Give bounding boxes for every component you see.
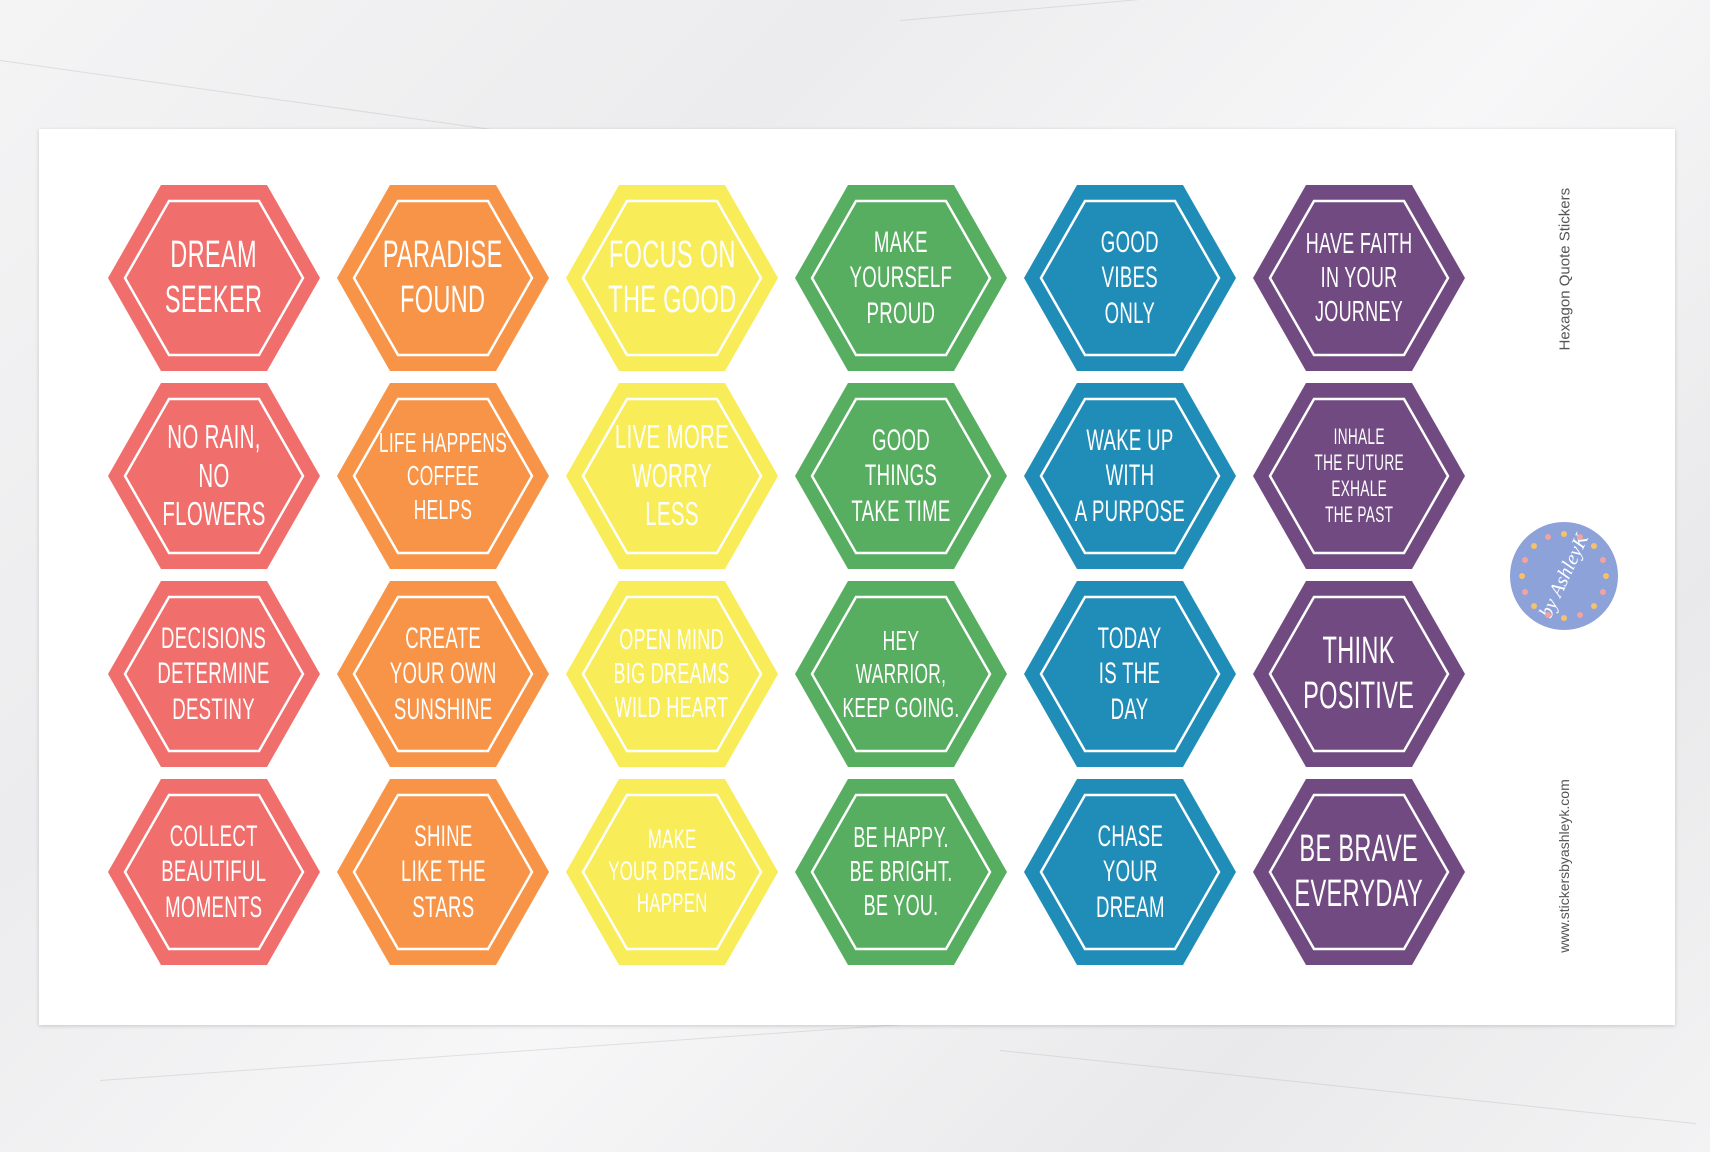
hexagon-shape	[1253, 779, 1465, 965]
hexagon-sticker: THINK POSITIVE	[1253, 581, 1465, 767]
hexagon-sticker: INHALE THE FUTURE EXHALE THE PAST	[1253, 383, 1465, 569]
hexagon-sticker: GOOD VIBES ONLY	[1024, 185, 1236, 371]
hexagon-sticker: BE BRAVE EVERYDAY	[1253, 779, 1465, 965]
logo-heart-dot	[1599, 556, 1606, 563]
logo-heart-dot	[1522, 556, 1529, 563]
sticker-quote: LIFE HAPPENS COFFEE HELPS	[378, 427, 508, 525]
sticker-quote: LIVE MORE WORRY LESS	[614, 417, 730, 533]
hexagon-sticker: TODAY IS THE DAY	[1024, 581, 1236, 767]
hexagon-sticker: DREAM SEEKER	[108, 185, 320, 371]
hexagon-shape	[795, 581, 1007, 767]
ashleyk-logo: by AshleyK	[1510, 522, 1618, 630]
sticker-quote: BE BRAVE EVERYDAY	[1294, 828, 1424, 915]
sticker-quote: DECISIONS DETERMINE DESTINY	[157, 621, 271, 726]
sticker-quote: HEY WARRIOR, KEEP GOING.	[842, 625, 960, 723]
hexagon-shape	[566, 185, 778, 371]
sticker-quote: PARADISE FOUND	[383, 234, 503, 321]
hexagon-shape	[566, 779, 778, 965]
hexagon-sticker: MAKE YOUR DREAMS HAPPEN	[566, 779, 778, 965]
sticker-quote: INHALE THE FUTURE EXHALE THE PAST	[1314, 424, 1404, 527]
hexagon-sticker: HAVE FAITH IN YOUR JOURNEY	[1253, 185, 1465, 371]
logo-heart-dot	[1561, 615, 1567, 621]
hexagon-sticker: WAKE UP WITH A PURPOSE	[1024, 383, 1236, 569]
hexagon-sticker: PARADISE FOUND	[337, 185, 549, 371]
hexagon-sticker: NO RAIN, NO FLOWERS	[108, 383, 320, 569]
logo-heart-dot	[1603, 573, 1609, 579]
hexagon-shape	[108, 779, 320, 965]
logo-heart-dot	[1531, 602, 1538, 609]
logo-heart-dot	[1577, 534, 1584, 541]
hexagon-sticker: BE HAPPY. BE BRIGHT. BE YOU.	[795, 779, 1007, 965]
hexagon-sticker: CHASE YOUR DREAM	[1024, 779, 1236, 965]
hexagon-shape	[108, 185, 320, 371]
sticker-quote: NO RAIN, NO FLOWERS	[162, 417, 266, 533]
hexagon-sticker: LIVE MORE WORRY LESS	[566, 383, 778, 569]
logo-heart-dot	[1519, 573, 1525, 579]
hexagon-shape	[566, 581, 778, 767]
logo-heart-dot	[1522, 589, 1529, 596]
hexagon-sticker: LIFE HAPPENS COFFEE HELPS	[337, 383, 549, 569]
sticker-quote: SHINE LIKE THE STARS	[400, 819, 486, 924]
hexagon-shape	[1253, 383, 1465, 569]
marble-vein	[899, 0, 1697, 21]
hexagon-sticker: FOCUS ON THE GOOD	[566, 185, 778, 371]
hexagon-shape	[1024, 581, 1236, 767]
sticker-quote: FOCUS ON THE GOOD	[607, 234, 737, 321]
hexagon-shape	[108, 383, 320, 569]
sticker-quote: MAKE YOURSELF PROUD	[849, 225, 953, 330]
hexagon-shape	[795, 779, 1007, 965]
logo-heart-dot	[1561, 531, 1567, 537]
hexagon-shape	[1253, 581, 1465, 767]
sticker-quote: CREATE YOUR OWN SUNSHINE	[389, 621, 497, 726]
hexagon-shape	[337, 779, 549, 965]
hexagon-sticker: MAKE YOURSELF PROUD	[795, 185, 1007, 371]
logo-heart-dot	[1590, 543, 1597, 550]
marble-vein	[999, 1050, 1697, 1125]
hexagon-shape	[337, 185, 549, 371]
sheet-title: Hexagon Quote Stickers	[1556, 187, 1574, 351]
hexagon-shape	[1253, 185, 1465, 371]
logo-heart-dot	[1544, 534, 1551, 541]
hexagon-sticker: GOOD THINGS TAKE TIME	[795, 383, 1007, 569]
sticker-quote: GOOD VIBES ONLY	[1100, 225, 1160, 330]
sticker-quote: DREAM SEEKER	[165, 234, 263, 321]
hexagon-sticker: SHINE LIKE THE STARS	[337, 779, 549, 965]
hexagon-shape	[108, 581, 320, 767]
website-url: www.stickersbyashleyk.com	[1556, 779, 1572, 953]
sticker-quote: GOOD THINGS TAKE TIME	[851, 423, 951, 528]
sticker-quote: COLLECT BEAUTIFUL MOMENTS	[161, 819, 267, 924]
hexagon-shape	[1024, 779, 1236, 965]
hexagon-sticker: DECISIONS DETERMINE DESTINY	[108, 581, 320, 767]
hexagon-sticker: HEY WARRIOR, KEEP GOING.	[795, 581, 1007, 767]
logo-heart-dot	[1544, 611, 1551, 618]
hexagon-shape	[1024, 185, 1236, 371]
hexagon-shape	[337, 581, 549, 767]
sticker-quote: BE HAPPY. BE BRIGHT. BE YOU.	[849, 821, 953, 923]
sticker-quote: OPEN MIND BIG DREAMS WILD HEART	[614, 623, 730, 725]
sticker-quote: HAVE FAITH IN YOUR JOURNEY	[1305, 227, 1413, 329]
hexagon-shape	[795, 185, 1007, 371]
sticker-quote: TODAY IS THE DAY	[1098, 621, 1162, 726]
logo-heart-dot	[1599, 589, 1606, 596]
sticker-quote: CHASE YOUR DREAM	[1095, 819, 1165, 924]
logo-heart-dot	[1531, 543, 1538, 550]
hexagon-sticker: CREATE YOUR OWN SUNSHINE	[337, 581, 549, 767]
hexagon-shape	[795, 383, 1007, 569]
hexagon-shape	[337, 383, 549, 569]
hexagon-shape	[1024, 383, 1236, 569]
hexagon-shape	[566, 383, 778, 569]
hexagon-sticker: COLLECT BEAUTIFUL MOMENTS	[108, 779, 320, 965]
sticker-quote: WAKE UP WITH A PURPOSE	[1074, 423, 1186, 528]
sticker-quote: MAKE YOUR DREAMS HAPPEN	[607, 824, 737, 918]
marble-vein	[99, 1017, 998, 1081]
sticker-quote: THINK POSITIVE	[1303, 630, 1415, 717]
logo-heart-dot	[1590, 602, 1597, 609]
logo-heart-dot	[1577, 611, 1584, 618]
hexagon-sticker: OPEN MIND BIG DREAMS WILD HEART	[566, 581, 778, 767]
